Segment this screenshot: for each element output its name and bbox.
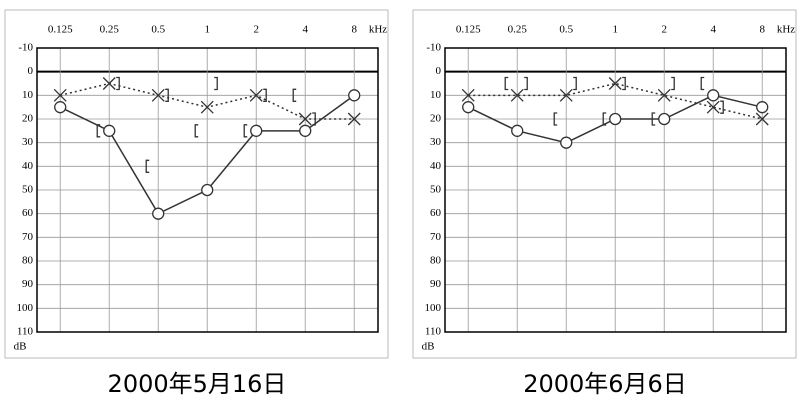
- bone-marker: [96, 124, 101, 138]
- x-tick-label: 4: [710, 24, 716, 36]
- x-tick-label: 0.125: [48, 24, 73, 36]
- x-tick-label: 0.5: [559, 24, 573, 36]
- y-tick-label: 100: [17, 302, 34, 314]
- air-marker: [559, 88, 573, 102]
- date-caption: 2000年6月6日: [523, 370, 687, 398]
- bone-marker: [720, 100, 724, 114]
- bone-marker: [312, 112, 316, 126]
- bone-marker: [524, 76, 528, 91]
- bone-marker: [145, 159, 150, 173]
- y-tick-label: 110: [17, 326, 34, 338]
- x-tick-label: 8: [351, 24, 357, 36]
- bone-marker: [671, 76, 675, 91]
- bone-marker: [573, 76, 577, 91]
- y-tick-label: 70: [22, 231, 34, 243]
- air-marker: [298, 112, 312, 126]
- y-tick-label: 80: [22, 255, 34, 267]
- x-tick-label: 8: [759, 24, 765, 36]
- x-tick-label: 4: [302, 24, 308, 36]
- air-marker: [707, 89, 720, 102]
- bone-marker: [116, 76, 120, 91]
- y-tick-label: 0: [436, 65, 442, 77]
- x-tick-label: 2: [661, 24, 667, 36]
- air-marker: [348, 89, 361, 102]
- plot-frame: [36, 47, 379, 333]
- air-marker: [53, 88, 67, 102]
- y-tick-label: 20: [22, 113, 34, 125]
- air-marker: [560, 136, 573, 149]
- air-marker: [657, 88, 671, 102]
- y-tick-label: 110: [425, 326, 442, 338]
- y-tick-label: 10: [430, 89, 442, 101]
- air-marker: [152, 207, 165, 220]
- air-marker: [609, 112, 622, 126]
- panel-frame: [412, 9, 797, 359]
- x-tick-label: 0.125: [456, 24, 481, 36]
- air-marker: [54, 101, 67, 114]
- bone-marker: [622, 76, 626, 91]
- bone-marker: [651, 112, 656, 126]
- y-tick-label: 60: [22, 207, 34, 219]
- y-tick-label: 50: [22, 184, 34, 196]
- air-marker: [756, 101, 769, 114]
- date-caption: 2000年5月16日: [108, 370, 287, 398]
- y-tick-label: 70: [430, 231, 442, 243]
- plot-frame: [444, 47, 787, 333]
- x-tick-label: 1: [612, 24, 618, 36]
- air-marker: [250, 124, 263, 137]
- x-tick-label: 0.25: [508, 24, 528, 36]
- air-marker: [510, 88, 524, 102]
- air-marker: [755, 112, 769, 126]
- air-marker: [103, 124, 116, 137]
- y-tick-label: 100: [425, 302, 442, 314]
- y-tick-label: 80: [430, 255, 442, 267]
- y-tick-label: 30: [430, 136, 442, 148]
- air-marker: [511, 124, 524, 137]
- y-tick-label: -10: [18, 42, 33, 54]
- air-marker: [347, 112, 361, 126]
- bone-marker: [243, 124, 248, 138]
- y-tick-label: 20: [430, 113, 442, 125]
- y-tick-label: 90: [430, 278, 442, 290]
- air-marker: [201, 183, 214, 197]
- air-marker: [706, 100, 720, 114]
- x-tick-label: 2: [253, 24, 259, 36]
- bone-marker: [292, 88, 297, 102]
- y-axis-unit: dB: [14, 341, 27, 353]
- air-marker: [461, 88, 475, 102]
- y-tick-label: 90: [22, 278, 34, 290]
- x-tick-label: 0.5: [151, 24, 165, 36]
- y-tick-label: -10: [426, 42, 441, 54]
- bone-marker: [214, 76, 218, 91]
- bone-marker: [165, 88, 169, 102]
- air-marker: [462, 101, 475, 114]
- air-marker: [249, 88, 263, 102]
- y-axis-unit: dB: [422, 341, 435, 353]
- panel-frame: [4, 9, 389, 359]
- bone-marker: [700, 76, 705, 91]
- x-axis-unit: kHz: [369, 24, 387, 36]
- y-tick-label: 60: [430, 207, 442, 219]
- x-axis-unit: kHz: [777, 24, 795, 36]
- y-tick-label: 40: [22, 160, 34, 172]
- air-marker: [200, 100, 214, 114]
- x-tick-label: 1: [204, 24, 210, 36]
- y-tick-label: 40: [430, 160, 442, 172]
- bone-marker: [263, 88, 267, 102]
- bone-marker: [194, 124, 199, 138]
- bone-marker: [504, 76, 509, 91]
- x-tick-label: 0.25: [100, 24, 120, 36]
- bone-marker: [602, 112, 607, 126]
- bone-marker: [553, 112, 558, 126]
- air-marker: [658, 112, 671, 126]
- air-marker: [151, 88, 165, 102]
- y-tick-label: 0: [28, 65, 34, 77]
- air-marker: [102, 77, 116, 90]
- y-tick-label: 30: [22, 136, 34, 148]
- air-marker: [299, 124, 312, 137]
- y-tick-label: 50: [430, 184, 442, 196]
- air-marker: [608, 77, 622, 90]
- y-tick-label: 10: [22, 89, 34, 101]
